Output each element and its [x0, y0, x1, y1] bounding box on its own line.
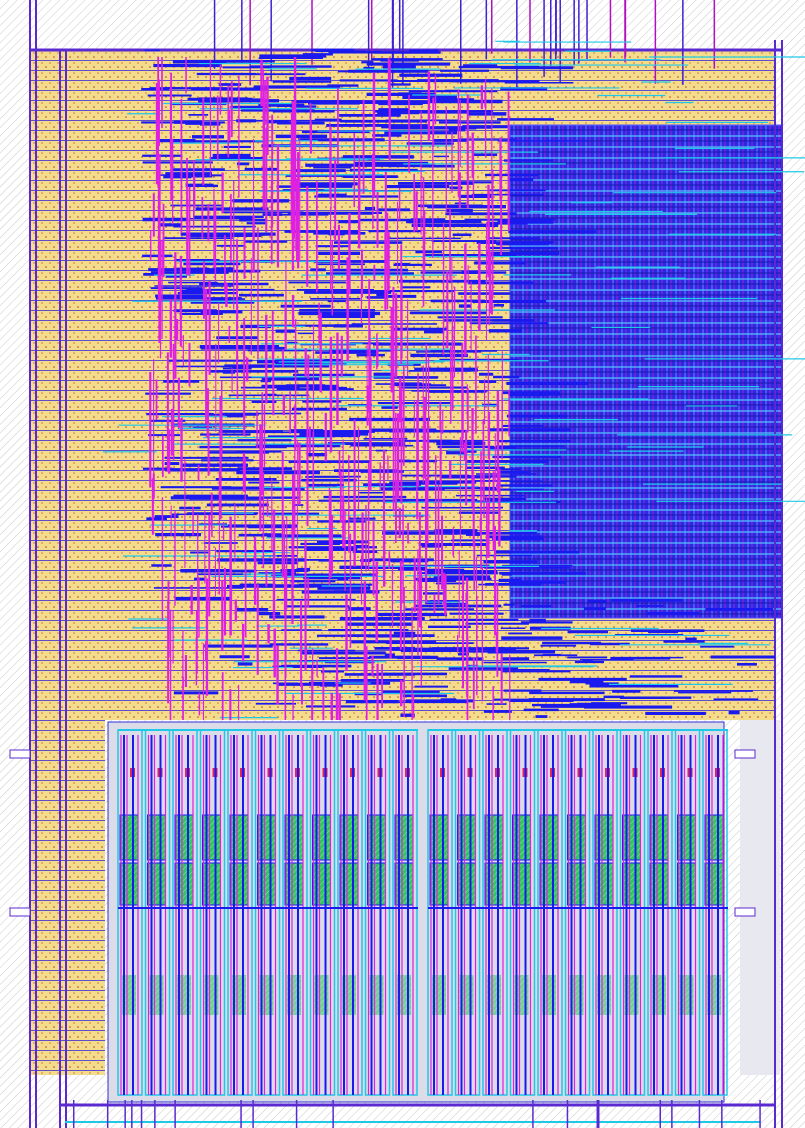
cell-green: [512, 862, 531, 906]
cell-green: [677, 862, 696, 906]
cell-green: [229, 862, 249, 906]
cell-green: [119, 814, 139, 861]
cell-green: [339, 814, 359, 861]
cell-green: [512, 814, 531, 861]
cell-green: [339, 862, 359, 906]
cell-green: [394, 862, 414, 906]
cell-green: [484, 814, 504, 861]
cell-green: [539, 862, 559, 906]
bottom-array: [107, 721, 725, 1103]
cell-green: [649, 862, 669, 906]
cell-green: [202, 814, 221, 861]
cell-green: [677, 814, 696, 861]
right-strip: [740, 720, 780, 1075]
cell-green: [174, 862, 194, 906]
cell-green: [367, 814, 386, 861]
cell-green: [539, 814, 559, 861]
cell-green: [257, 814, 276, 861]
standard-cell-rows-left: [30, 720, 105, 1075]
cell-green: [649, 814, 669, 861]
cell-green: [394, 814, 414, 861]
cell-green: [147, 862, 166, 906]
cell-green: [567, 814, 586, 861]
port: [9, 749, 31, 759]
port: [734, 749, 756, 759]
cell-green: [284, 862, 304, 906]
wiring: [9, 0, 805, 1128]
cell-green: [704, 862, 724, 906]
cell-green: [704, 814, 724, 861]
cell-green: [622, 814, 641, 861]
cell-green: [484, 862, 504, 906]
cell-green: [594, 814, 614, 861]
memory-block: [509, 124, 783, 619]
cell-green: [622, 862, 641, 906]
cell-green: [429, 814, 449, 861]
cell-green: [312, 862, 331, 906]
cell-green: [147, 814, 166, 861]
port: [734, 907, 756, 917]
cell-green: [119, 862, 139, 906]
cell-green: [202, 862, 221, 906]
cell-green: [312, 814, 331, 861]
cell-green: [429, 862, 449, 906]
cell-green: [567, 862, 586, 906]
cell-green: [457, 862, 476, 906]
cell-green: [229, 814, 249, 861]
cell-green: [367, 862, 386, 906]
cell-green: [594, 862, 614, 906]
cell-green: [174, 814, 194, 861]
cell-green: [457, 814, 476, 861]
cell-green: [257, 862, 276, 906]
cell-green: [284, 814, 304, 861]
port: [9, 907, 31, 917]
